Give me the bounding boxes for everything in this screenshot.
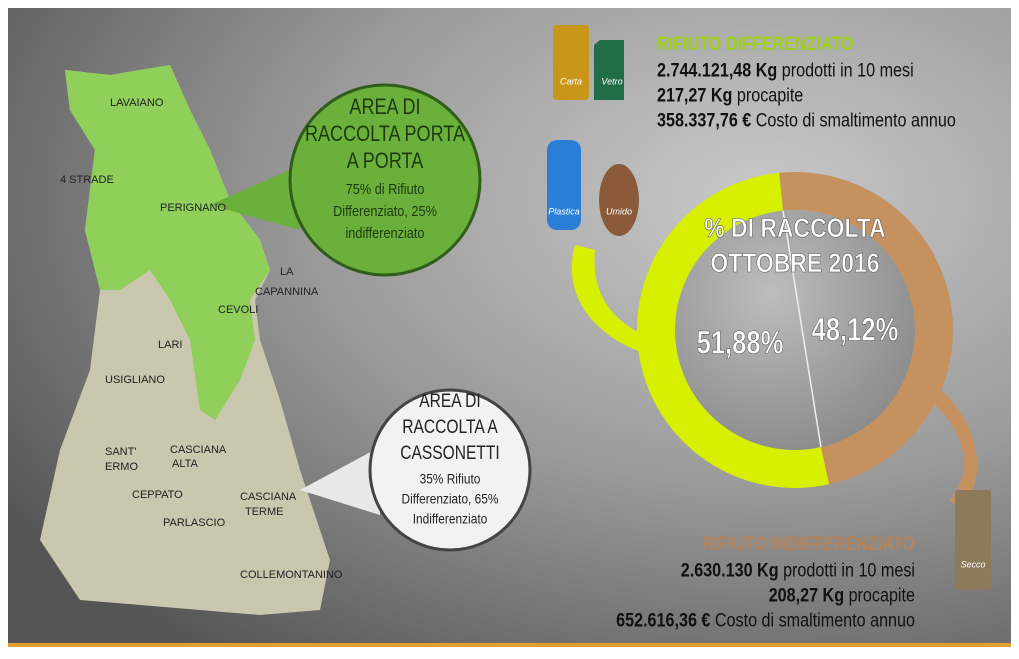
callout-title: AREA DI [349,95,420,119]
block-line: 217,27 Kg procapite [657,84,803,106]
callout-text: indifferenziato [345,224,424,241]
bin-label: Secco [960,559,985,569]
town-label: USIGLIANO [105,374,165,386]
callout-text: Differenziato, 65% [402,491,499,507]
bin-icon [599,164,639,236]
block-strong: 208,27 Kg [769,584,844,606]
callout-title: A PORTA [347,149,424,173]
bin-label: Carta [560,76,582,86]
block-strong: 652.616,36 € [616,609,710,631]
bin-icon [955,490,991,590]
callout-text: Differenziato, 25% [333,202,437,219]
block-text: prodotti in 10 mesi [779,559,915,581]
block-text: procapite [844,584,915,606]
donut-value-label: 51,88% [697,326,784,361]
donut-title: OTTOBRE 2016 [710,248,879,278]
block-line: 358.337,76 € Costo di smaltimento annuo [657,109,956,131]
block-strong: 358.337,76 € [657,109,751,131]
town-label: PERIGNANO [160,202,226,214]
town-label: CASCIANA [170,444,227,456]
town-label: CAPANNINA [255,286,319,298]
block-strong: 2.630.130 Kg [681,559,779,581]
town-label: 4 STRADE [60,174,114,186]
bottom-bar [8,643,1011,647]
block-text: Costo di smaltimento annuo [710,609,915,631]
town-label: CEPPATO [132,489,183,501]
block-heading: RIFIUTO DIFFERENZIATO [657,33,853,55]
block-text: procapite [732,84,803,106]
bin-label: Vetro [601,76,622,86]
callout-title: CASSONETTI [400,442,499,464]
town-label: CASCIANA [240,491,297,503]
town-label: ALTA [172,458,199,470]
callout-text: 35% Rifiuto [420,471,481,487]
bin-label: Umido [606,206,632,216]
town-label: SANT' [105,446,136,458]
callout-title: RACCOLTA A [402,416,498,438]
town-label: COLLEMONTANINO [240,569,343,581]
bin-label: Plastica [548,206,580,216]
block-text: Costo di smaltimento annuo [751,109,956,131]
divider [782,210,822,448]
block-text: prodotti in 10 mesi [777,59,913,81]
block-strong: 2.744.121,48 Kg [657,59,777,81]
callout-text: 75% di Rifiuto [346,180,425,197]
donut-value-label: 48,12% [812,313,899,348]
bin-icon [553,25,589,100]
bin-icon [547,140,581,230]
town-label: LA [280,266,294,278]
town-label: ERMO [105,461,138,473]
callout-title: RACCOLTA PORTA [305,122,466,146]
town-label: CEVOLI [218,304,258,316]
block-line: 208,27 Kg procapite [769,584,915,606]
block-heading: RIFIUTO INDIFFERENZIATO [702,533,915,555]
callout-text: Indifferenziato [413,511,488,527]
town-label: LARI [158,339,182,351]
callout-title: AREA DI [419,390,480,412]
donut-segment [779,171,954,485]
town-label: TERME [245,506,284,518]
bin-icon [594,40,624,100]
donut-hole [675,210,915,450]
callout-pointer [300,448,380,515]
callout-circle [288,83,482,277]
callout-pointer [210,165,300,230]
block-line: 652.616,36 € Costo di smaltimento annuo [616,609,915,631]
block-strong: 217,27 Kg [657,84,732,106]
map-north [65,65,270,420]
donut-segment [637,172,830,488]
block-line: 2.744.121,48 Kg prodotti in 10 mesi [657,59,914,81]
swoosh [930,385,978,510]
town-label: PARLASCIO [163,517,226,529]
swoosh [571,245,660,355]
block-line: 2.630.130 Kg prodotti in 10 mesi [681,559,915,581]
town-label: LAVAIANO [110,97,164,109]
donut [637,171,954,488]
callout-circle [368,388,532,552]
donut-title: % DI RACCOLTA [704,213,885,243]
